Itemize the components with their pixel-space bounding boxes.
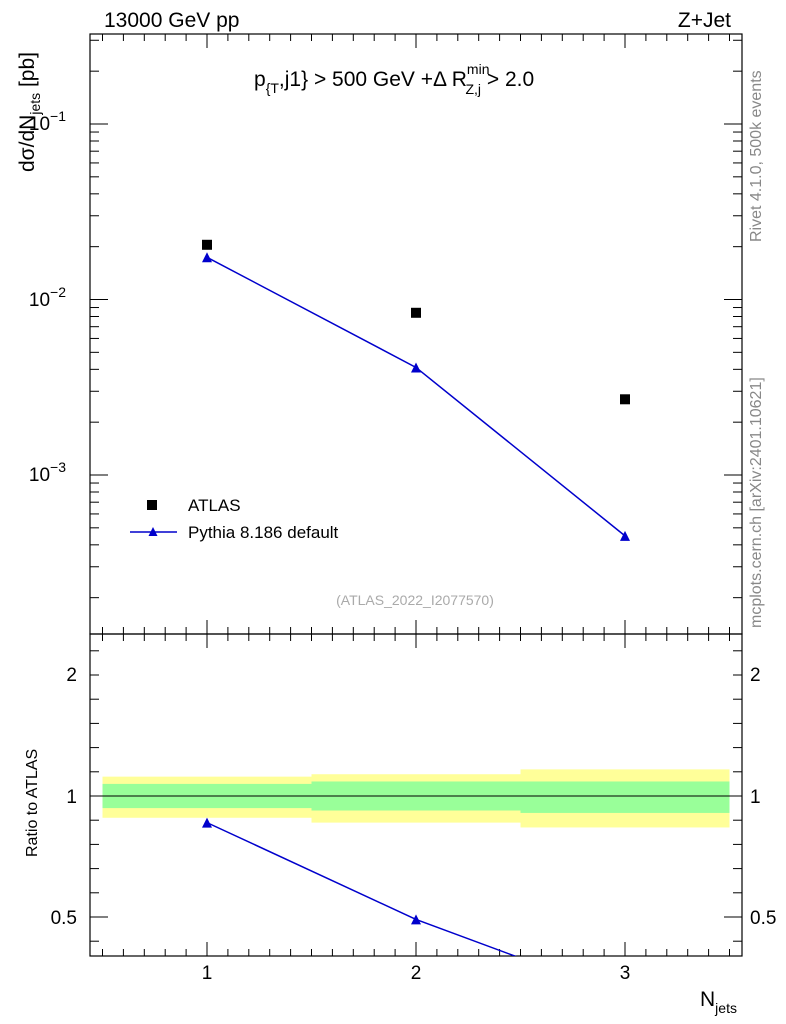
analysis-watermark: (ATLAS_2022_I2077570) (336, 592, 494, 608)
ratio-right-tick-labels: 2 1 0.5 (750, 665, 776, 929)
ratio-right-tick-1: 1 (750, 787, 761, 808)
legend: ATLAS Pythia 8.186 default (130, 496, 339, 542)
ratio-right-tick-05: 0.5 (750, 908, 776, 929)
y-tick-label-2: 10−3 (29, 459, 66, 486)
process-label: Z+Jet (678, 9, 731, 32)
main-plot-frame (89, 33, 743, 635)
legend-mc-marker (148, 527, 158, 536)
ratio-left-tick-labels: 2 1 0.5 (51, 665, 77, 929)
x-tick-labels: 1 2 3 (202, 963, 631, 984)
mc-point-1 (202, 252, 212, 263)
ratio-mc-point-2 (411, 914, 421, 925)
y-tick-label-0: 10−1 (29, 108, 66, 135)
main-plot-series (202, 239, 630, 541)
cut-label: p{T,j1} > 500 GeV +Δ Rmin Z,j > 2.0 (254, 61, 534, 97)
ratio-left-tick-1: 1 (66, 787, 77, 808)
mc-line (206, 256, 626, 537)
main-y-tick-labels: 10−1 10−2 10−3 (29, 108, 66, 486)
main-y-axis-label: dσ/dNjets [pb] (16, 52, 43, 172)
mc-point-3 (620, 530, 630, 541)
ratio-plot-series (90, 795, 742, 1002)
mc-point-2 (411, 362, 421, 373)
energy-label: 13000 GeV pp (104, 9, 239, 32)
rivet-label: Rivet 4.1.0, 500k events (748, 70, 765, 242)
ratio-band-inner-2 (520, 781, 730, 813)
ratio-mc-point-1 (202, 817, 212, 828)
atlas-point-3 (620, 394, 630, 405)
ratio-left-tick-2: 2 (66, 665, 77, 686)
ratio-left-tick-05: 0.5 (51, 908, 77, 929)
ratio-y-axis-label: Ratio to ATLAS (24, 749, 41, 857)
x-tick-label-2: 2 (411, 963, 422, 984)
x-axis-label: Njets (700, 988, 737, 1016)
y-tick-label-1: 10−2 (29, 284, 66, 311)
legend-data-marker (147, 500, 157, 510)
atlas-point-1 (202, 239, 212, 250)
axis-ticks (90, 34, 742, 956)
legend-mc-label: Pythia 8.186 default (188, 523, 339, 542)
ratio-uncertainty-bands (102, 769, 730, 828)
ratio-right-tick-2: 2 (750, 665, 761, 686)
mcplots-label: mcplots.cern.ch [arXiv:2401.10621] (748, 377, 765, 628)
legend-data-label: ATLAS (188, 496, 241, 515)
atlas-point-2 (411, 307, 421, 318)
x-tick-label-3: 3 (620, 963, 631, 984)
x-tick-label-1: 1 (202, 963, 213, 984)
ratio-mc-point-3 (620, 992, 630, 1002)
